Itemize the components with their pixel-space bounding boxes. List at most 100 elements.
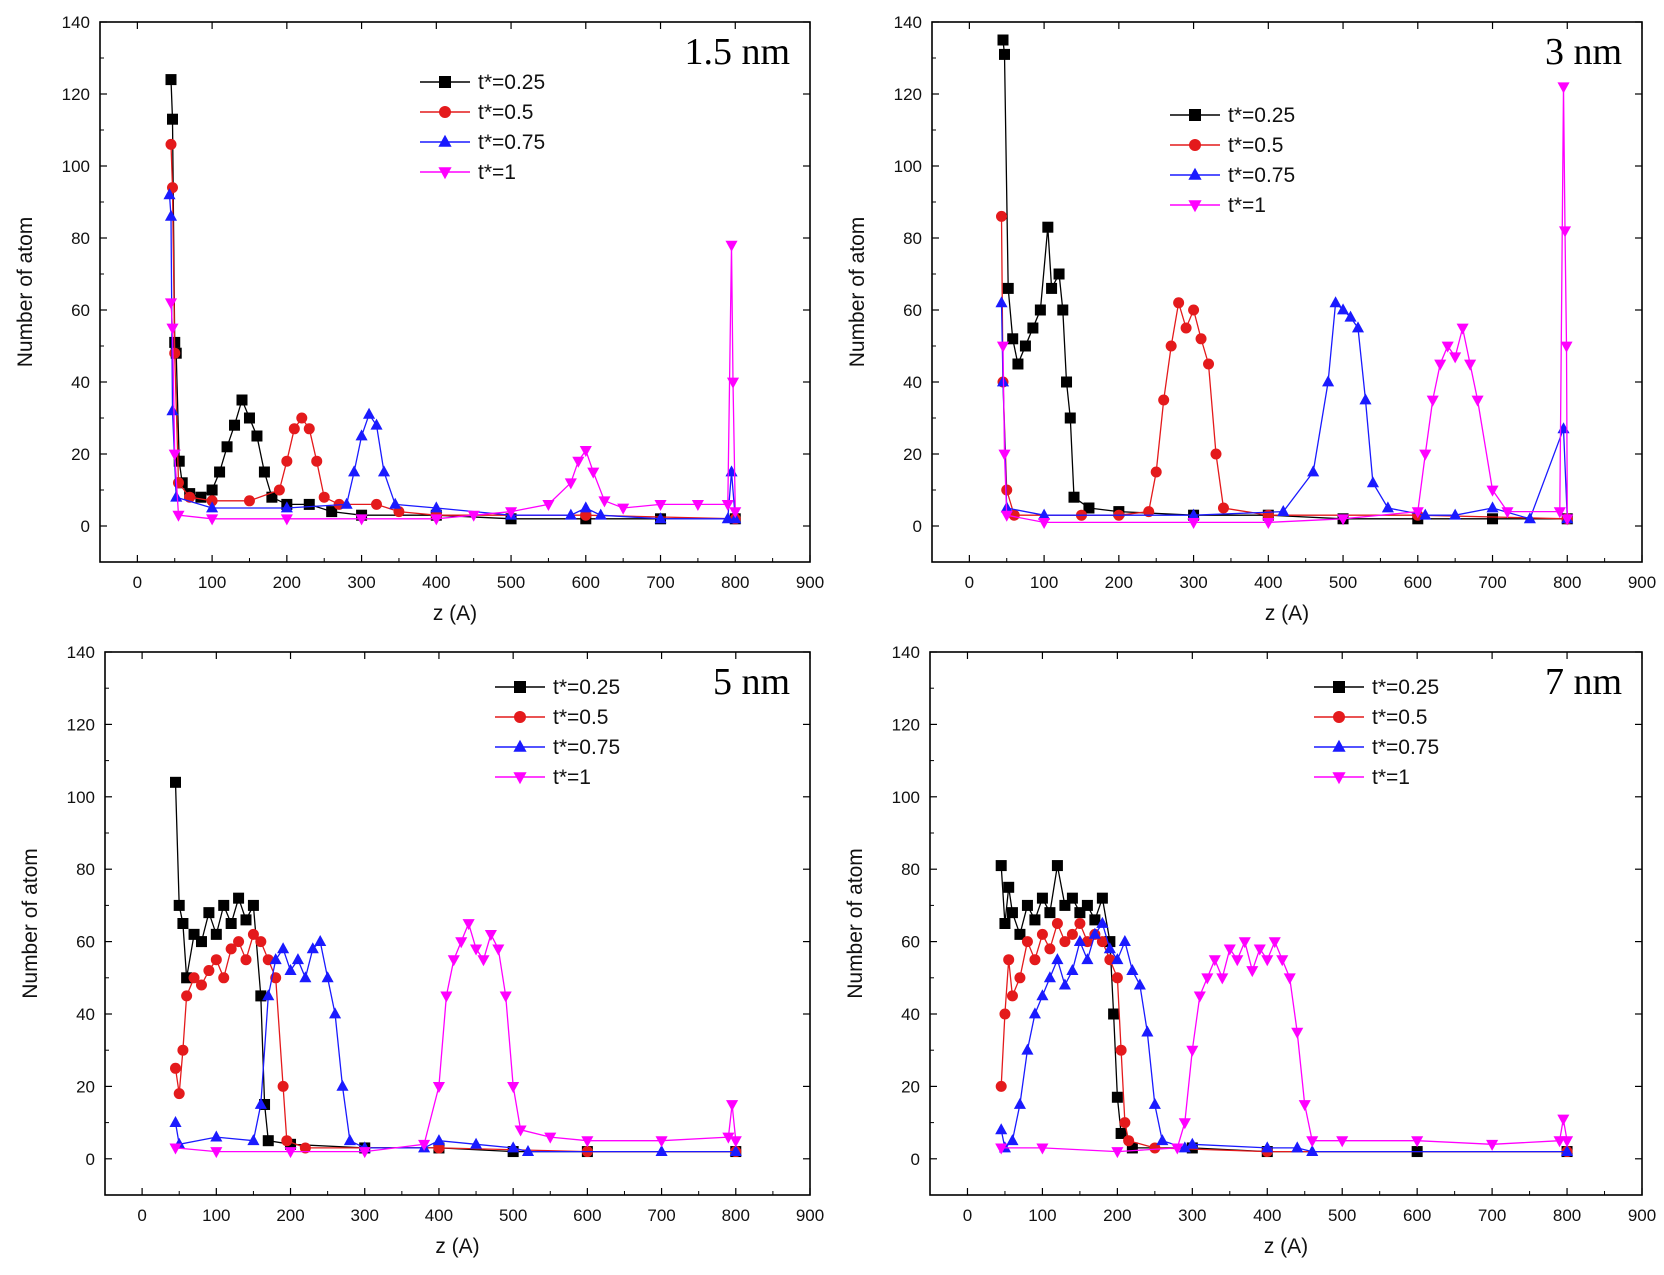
data-point [1088,927,1101,939]
legend-marker [514,681,526,693]
data-point [477,955,490,967]
legend: t*=0.25 t*=0.5 t*=0.75 t*=1 [495,676,620,789]
series-t*=0.5 [165,138,741,525]
series-line [170,144,736,520]
data-point [173,455,185,467]
data-point [1053,268,1065,280]
data-point [432,1082,445,1093]
y-axis-label: Number of atom [19,848,42,999]
data-point [1111,953,1124,965]
series-line [174,933,736,1153]
y-tick-label: 120 [892,715,920,734]
data-point [1043,971,1056,983]
data-point [544,1132,557,1144]
data-point [1038,508,1051,520]
data-point [1057,304,1069,316]
x-tick-label: 900 [1628,1206,1656,1225]
data-point [259,1099,271,1110]
data-point [1426,395,1439,407]
y-tick-label: 100 [892,788,920,807]
data-point [169,347,181,359]
data-point [1156,1134,1169,1146]
y-tick-label: 140 [892,643,920,662]
y-tick-label: 0 [86,1150,95,1169]
data-point [467,510,480,522]
x-tick-label: 0 [963,1206,972,1225]
panel-label: 7 nm [1545,661,1622,703]
data-point [455,937,468,949]
data-point [277,942,290,954]
series-t*=0.5 [995,918,1573,1158]
data-point [1210,448,1222,460]
data-point [1178,1141,1191,1153]
y-tick-label: 0 [911,1150,920,1169]
y-tick-label: 100 [62,157,90,176]
data-point [210,954,222,966]
data-point [1487,513,1499,525]
legend-entry: t*=0.25 [1372,676,1439,699]
y-tick-label: 120 [67,715,95,734]
data-point [499,991,512,1003]
data-point [447,955,460,967]
series-line [168,194,736,520]
data-point [296,412,308,424]
data-point [1381,501,1394,513]
data-point [1066,963,1079,975]
data-point [1034,304,1046,316]
data-point [572,456,585,468]
data-point [255,936,267,948]
data-point [1203,358,1215,370]
data-point [1329,296,1342,308]
data-point [598,496,611,508]
series-t*=0.5 [170,928,742,1158]
x-tick-label: 0 [133,573,142,592]
data-point [1291,1027,1304,1039]
data-point [996,210,1008,222]
data-point [594,508,607,520]
data-point [1268,937,1281,949]
data-point [1014,928,1026,940]
data-point [521,1144,535,1156]
series-t*=0.75 [169,935,742,1156]
x-tick-label: 500 [1329,573,1357,592]
y-tick-label: 100 [894,157,922,176]
data-point [1081,953,1094,965]
legend-entry: t*=0.5 [1372,706,1427,729]
data-point [484,929,497,941]
data-point [1208,955,1221,967]
x-tick-label: 400 [1254,573,1282,592]
data-point [725,240,738,252]
data-point [247,928,259,940]
legend-entry: t*=0.25 [1228,104,1295,127]
series-t*=1 [995,937,1574,1159]
legend-entry: t*=0.75 [553,736,620,759]
data-point [251,430,263,442]
y-tick-label: 100 [67,788,95,807]
legend-marker [513,772,527,785]
data-point [1486,501,1499,513]
data-point [281,455,293,467]
data-point [1064,412,1076,424]
data-point [1111,1091,1123,1103]
x-tick-label: 300 [1178,1206,1206,1225]
data-point [233,892,245,904]
y-tick-label: 120 [62,85,90,104]
data-point [430,514,443,526]
x-tick-label: 100 [1030,573,1058,592]
data-point [303,423,315,435]
x-tick-label: 700 [647,1206,675,1225]
data-point [303,498,315,510]
x-tick-label: 800 [721,573,749,592]
data-point [1561,1136,1574,1148]
data-point [1051,953,1064,965]
x-tick-label: 200 [273,573,301,592]
series-line [1001,939,1568,1153]
x-tick-label: 300 [347,573,375,592]
x-tick-label: 700 [646,573,674,592]
legend-marker [1333,711,1345,723]
plot-frame [931,21,1643,563]
x-tick-label: 200 [1105,573,1133,592]
data-point [721,500,734,511]
data-point [233,936,245,948]
legend-marker [439,106,451,118]
